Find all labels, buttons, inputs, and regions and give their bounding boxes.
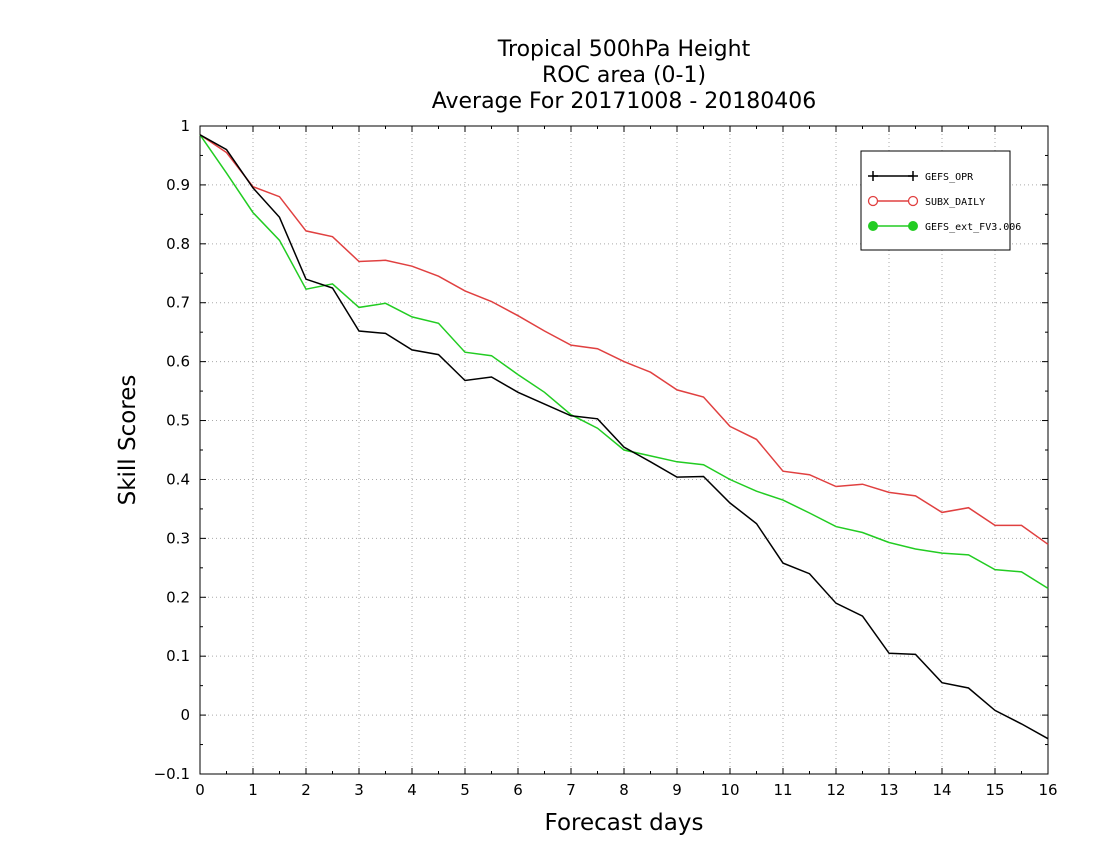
x-tick-label: 5 — [460, 781, 470, 799]
series-line-gefs-ext-fv3-006 — [199, 134, 1049, 590]
y-tick-label: 0 — [180, 706, 190, 724]
chart-title-line-1: Tropical 500hPa Height — [497, 37, 751, 62]
y-tick-label: 0.4 — [166, 470, 190, 488]
x-tick-label: 11 — [773, 781, 792, 799]
legend-marker-filled-circle — [908, 221, 918, 231]
chart-title-line-3: Average For 20171008 - 20180406 — [431, 89, 817, 114]
axis-ticks: 0 1 2 3 4 5 6 7 8 9 10 11 12 13 14 15 16−0.100.10.20.30.… — [154, 117, 1058, 799]
y-tick-label: 0.6 — [166, 353, 190, 371]
x-tick-label: 6 — [513, 781, 523, 799]
x-tick-label: 0 — [195, 781, 205, 799]
x-tick-label: 3 — [354, 781, 364, 799]
x-tick-label: 8 — [619, 781, 629, 799]
x-tick-label: 12 — [826, 781, 845, 799]
series-line-subx-daily — [199, 134, 1049, 545]
series-line-gefs-opr — [199, 134, 1049, 740]
legend-label: GEFS_OPR — [925, 172, 974, 183]
y-tick-label: 0.2 — [166, 588, 190, 606]
legend: GEFS_OPR SUBX_DAILY GEFS_ext_FV3.006 — [860, 150, 1021, 251]
y-tick-label: 1 — [180, 117, 190, 135]
y-tick-label: 0.9 — [166, 176, 190, 194]
y-tick-label: 0.5 — [166, 412, 190, 430]
chart-title-line-2: ROC area (0-1) — [541, 63, 707, 88]
x-tick-label: 16 — [1038, 781, 1057, 799]
y-tick-label: 0.3 — [166, 529, 190, 547]
legend-marker-open-circle — [907, 195, 919, 207]
y-axis-label: Skill Scores — [115, 374, 141, 506]
x-tick-label: 10 — [720, 781, 739, 799]
legend-label: SUBX_DAILY — [925, 197, 985, 208]
y-tick-label: 0.1 — [166, 647, 190, 665]
legend-label: GEFS_ext_FV3.006 — [925, 222, 1021, 233]
x-tick-label: 2 — [301, 781, 311, 799]
x-tick-label: 1 — [248, 781, 258, 799]
y-tick-label: −0.1 — [154, 765, 190, 783]
x-tick-label: 9 — [672, 781, 682, 799]
legend-marker-filled-circle — [868, 221, 878, 231]
x-tick-label: 13 — [879, 781, 898, 799]
x-axis-label: Forecast days — [544, 810, 704, 836]
x-tick-label: 7 — [566, 781, 576, 799]
y-tick-label: 0.8 — [166, 235, 190, 253]
x-tick-label: 4 — [407, 781, 417, 799]
y-tick-label: 0.7 — [166, 294, 190, 312]
series-lines — [199, 134, 1049, 740]
x-tick-label: 14 — [932, 781, 951, 799]
legend-marker-open-circle — [867, 195, 879, 207]
x-tick-label: 15 — [985, 781, 1004, 799]
